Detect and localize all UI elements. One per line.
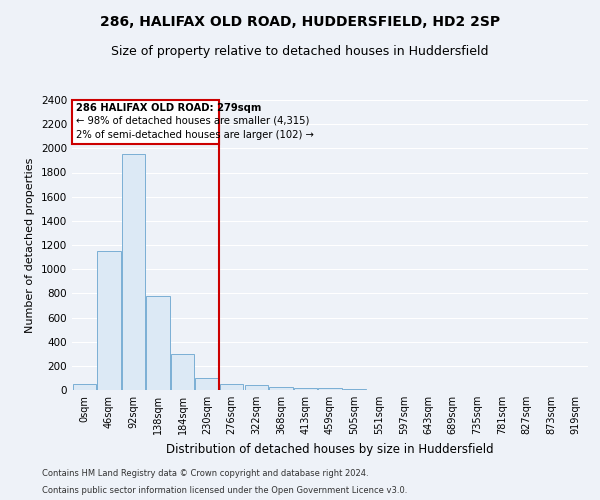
Bar xyxy=(245,386,268,390)
Text: 286 HALIFAX OLD ROAD: 279sqm: 286 HALIFAX OLD ROAD: 279sqm xyxy=(76,103,261,113)
Bar xyxy=(196,378,219,390)
Y-axis label: Number of detached properties: Number of detached properties xyxy=(25,158,35,332)
Bar xyxy=(343,389,366,390)
Text: Contains HM Land Registry data © Crown copyright and database right 2024.: Contains HM Land Registry data © Crown c… xyxy=(42,468,368,477)
Bar xyxy=(146,296,170,390)
Bar xyxy=(97,251,121,390)
Bar xyxy=(294,388,317,390)
Bar xyxy=(122,154,145,390)
Text: ← 98% of detached houses are smaller (4,315): ← 98% of detached houses are smaller (4,… xyxy=(76,116,309,126)
Bar xyxy=(319,388,341,390)
X-axis label: Distribution of detached houses by size in Huddersfield: Distribution of detached houses by size … xyxy=(166,442,494,456)
Text: Size of property relative to detached houses in Huddersfield: Size of property relative to detached ho… xyxy=(111,45,489,58)
FancyBboxPatch shape xyxy=(73,100,219,144)
Bar xyxy=(171,354,194,390)
Text: Contains public sector information licensed under the Open Government Licence v3: Contains public sector information licen… xyxy=(42,486,407,495)
Text: 2% of semi-detached houses are larger (102) →: 2% of semi-detached houses are larger (1… xyxy=(76,130,314,140)
Bar xyxy=(269,386,293,390)
Bar xyxy=(220,384,244,390)
Text: 286, HALIFAX OLD ROAD, HUDDERSFIELD, HD2 2SP: 286, HALIFAX OLD ROAD, HUDDERSFIELD, HD2… xyxy=(100,15,500,29)
Bar xyxy=(73,384,96,390)
